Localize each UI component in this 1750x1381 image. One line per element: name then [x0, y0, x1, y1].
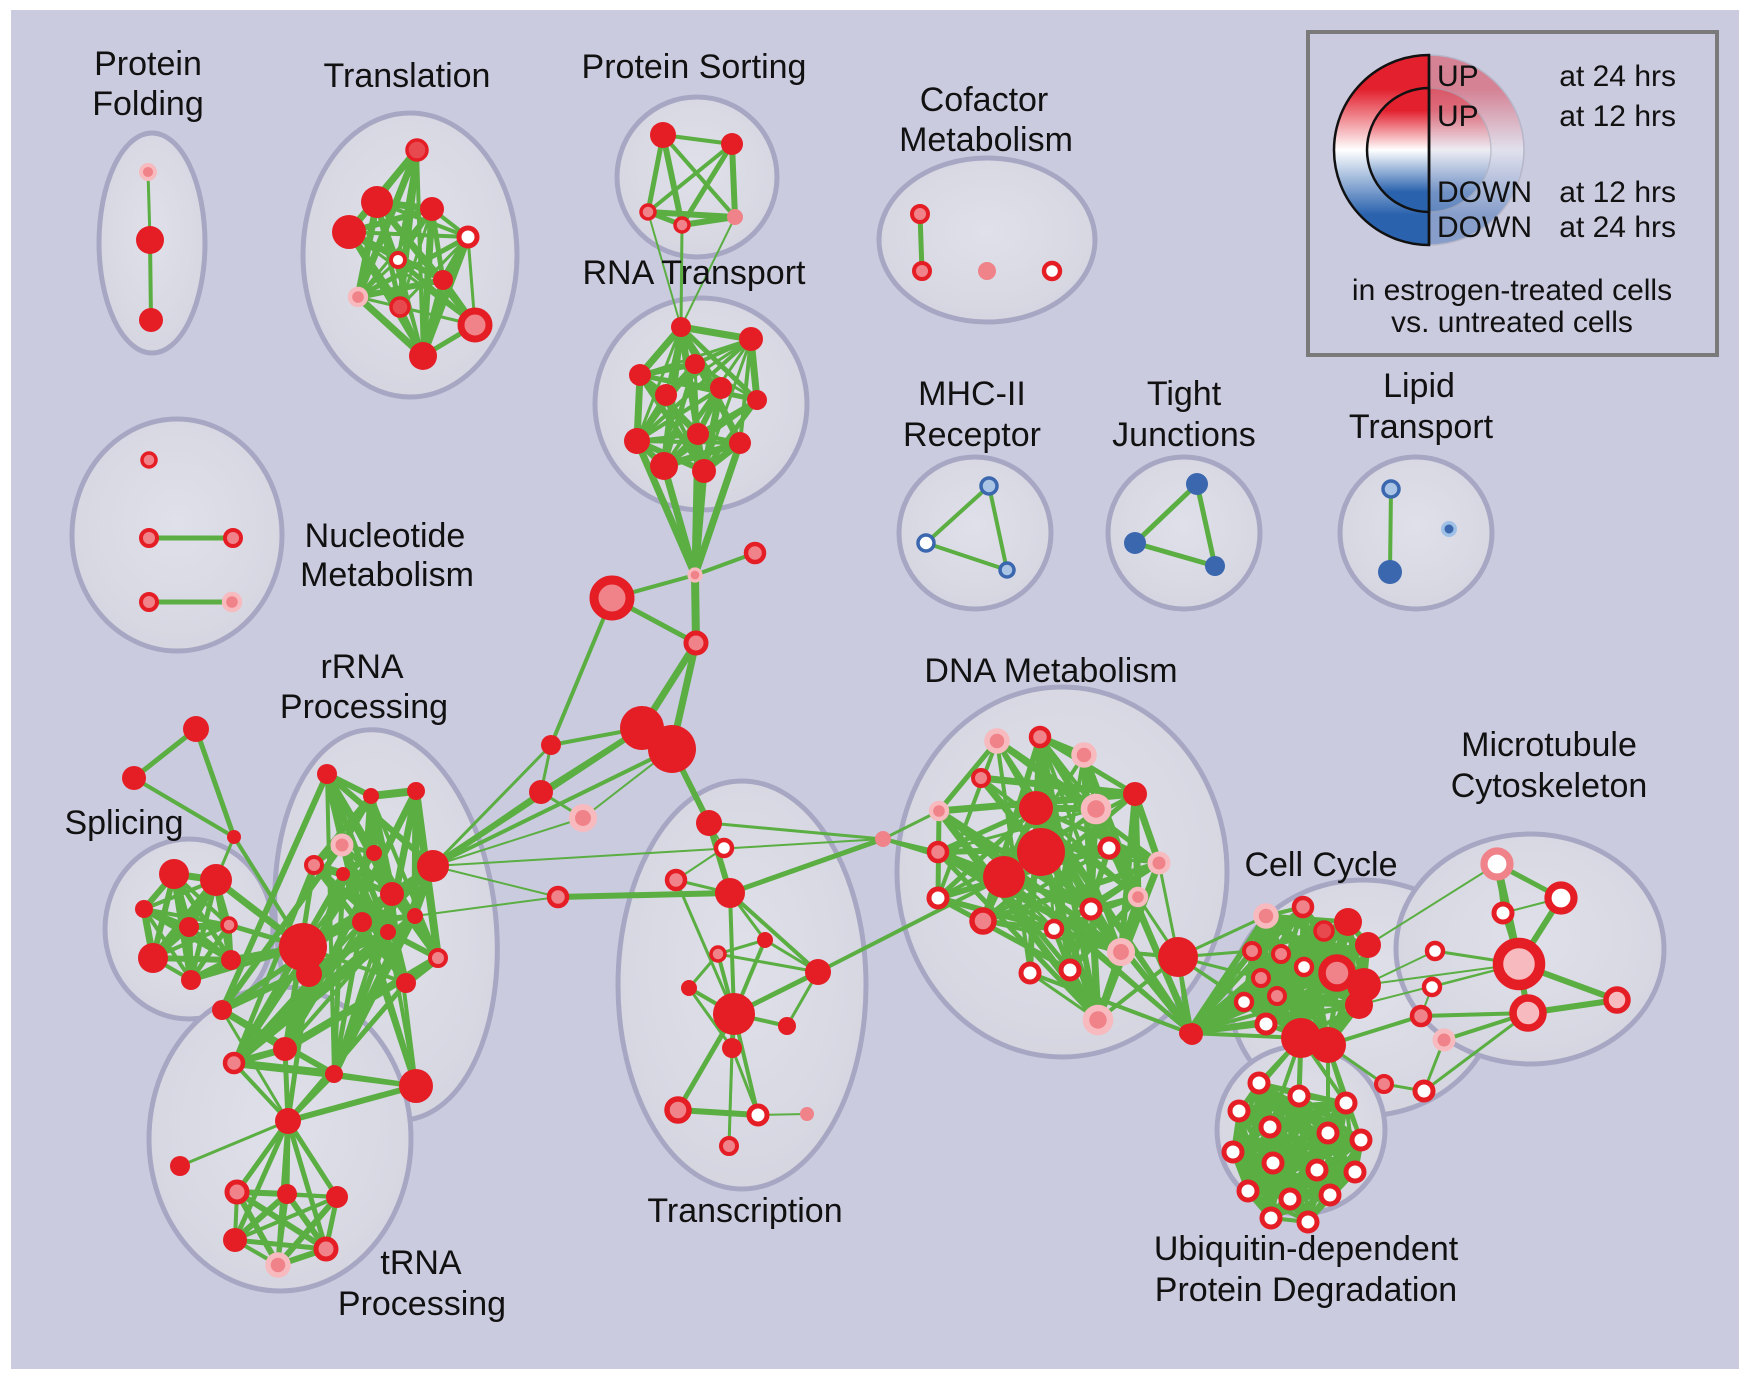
svg-text:Cytoskeleton: Cytoskeleton [1451, 767, 1648, 805]
svg-text:Tight: Tight [1147, 375, 1222, 413]
svg-text:Nucleotide: Nucleotide [305, 517, 466, 555]
svg-text:rRNA: rRNA [320, 648, 403, 686]
svg-text:Protein Degradation: Protein Degradation [1155, 1271, 1457, 1309]
svg-text:vs. untreated cells: vs. untreated cells [1391, 306, 1633, 339]
svg-text:in estrogen-treated cells: in estrogen-treated cells [1352, 274, 1672, 307]
svg-text:tRNA: tRNA [380, 1244, 462, 1282]
svg-text:Receptor: Receptor [903, 416, 1041, 454]
svg-text:Protein Sorting: Protein Sorting [582, 48, 807, 86]
svg-text:Cofactor: Cofactor [920, 81, 1049, 119]
svg-text:DOWN: DOWN [1437, 211, 1532, 244]
svg-text:RNA Transport: RNA Transport [583, 254, 807, 292]
svg-text:Metabolism: Metabolism [899, 121, 1073, 159]
svg-text:Transport: Transport [1349, 408, 1494, 446]
svg-text:Metabolism: Metabolism [300, 556, 474, 594]
svg-text:MHC-II: MHC-II [918, 375, 1026, 413]
svg-text:Processing: Processing [280, 688, 448, 726]
svg-text:Processing: Processing [338, 1285, 506, 1323]
svg-text:Folding: Folding [92, 85, 204, 123]
svg-text:DOWN: DOWN [1437, 176, 1532, 209]
svg-text:Splicing: Splicing [64, 804, 183, 842]
svg-text:at 24 hrs: at 24 hrs [1559, 211, 1676, 244]
svg-text:Lipid: Lipid [1383, 367, 1455, 405]
svg-text:UP: UP [1437, 100, 1479, 133]
svg-text:Junctions: Junctions [1112, 416, 1256, 454]
svg-text:Transcription: Transcription [647, 1192, 842, 1230]
svg-text:Protein: Protein [94, 45, 202, 83]
svg-text:UP: UP [1437, 60, 1479, 93]
svg-text:Ubiquitin-dependent: Ubiquitin-dependent [1154, 1230, 1459, 1268]
svg-text:Cell Cycle: Cell Cycle [1244, 846, 1397, 884]
svg-text:at 24 hrs: at 24 hrs [1559, 60, 1676, 93]
svg-text:at 12 hrs: at 12 hrs [1559, 100, 1676, 133]
svg-text:DNA Metabolism: DNA Metabolism [924, 652, 1177, 690]
svg-text:Translation: Translation [324, 57, 491, 95]
svg-text:at 12 hrs: at 12 hrs [1559, 176, 1676, 209]
svg-text:Microtubule: Microtubule [1461, 726, 1637, 764]
